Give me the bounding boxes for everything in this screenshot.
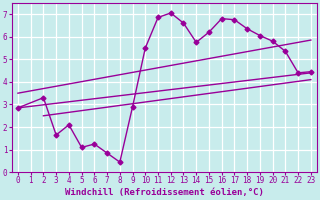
X-axis label: Windchill (Refroidissement éolien,°C): Windchill (Refroidissement éolien,°C): [65, 188, 264, 197]
